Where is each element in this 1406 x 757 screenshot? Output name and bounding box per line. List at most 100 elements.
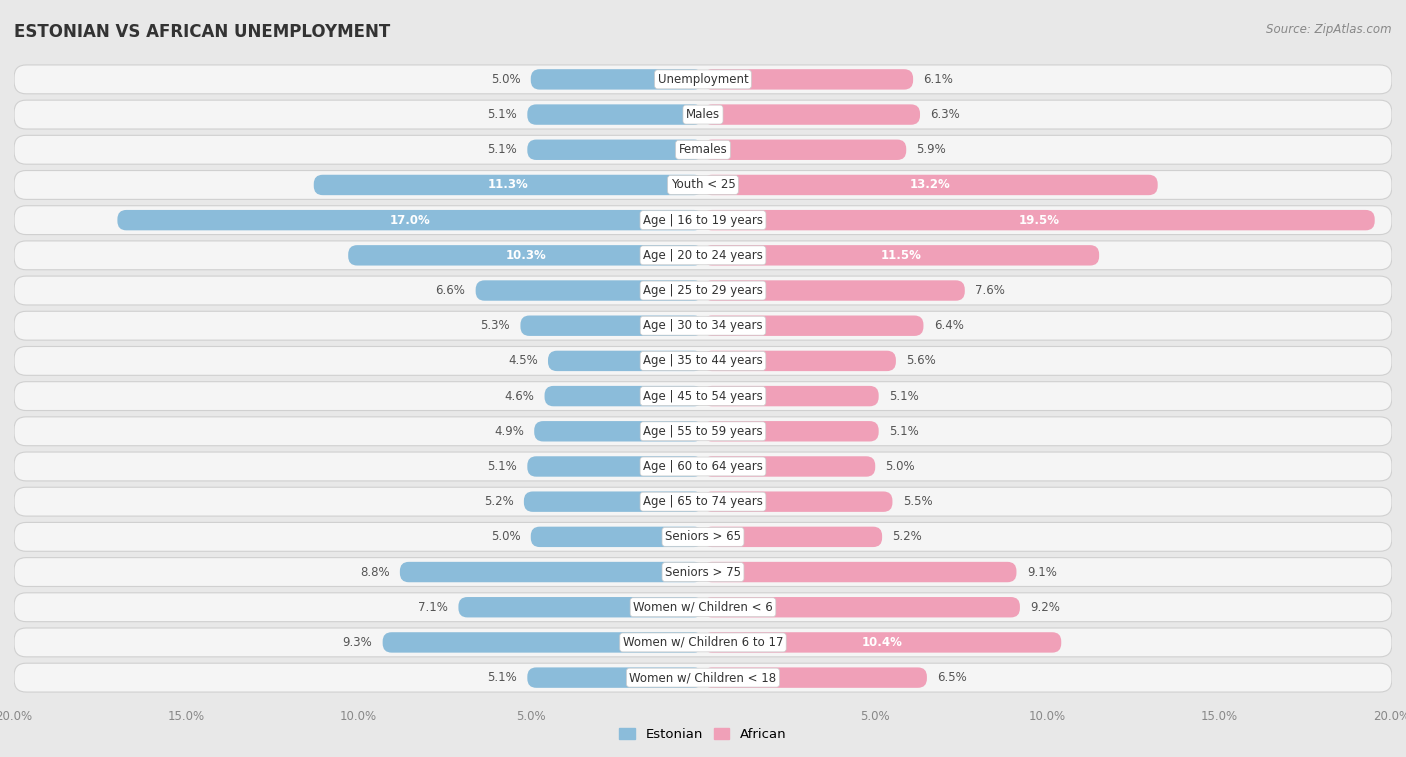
Text: 5.2%: 5.2% [893, 531, 922, 544]
FancyBboxPatch shape [527, 668, 703, 688]
FancyBboxPatch shape [703, 386, 879, 407]
Text: 10.3%: 10.3% [505, 249, 546, 262]
Text: 5.5%: 5.5% [903, 495, 932, 508]
Text: 5.3%: 5.3% [481, 319, 510, 332]
FancyBboxPatch shape [14, 136, 1392, 164]
FancyBboxPatch shape [475, 280, 703, 301]
FancyBboxPatch shape [14, 488, 1392, 516]
Text: 6.6%: 6.6% [436, 284, 465, 297]
Text: Age | 60 to 64 years: Age | 60 to 64 years [643, 460, 763, 473]
FancyBboxPatch shape [703, 632, 1062, 653]
FancyBboxPatch shape [14, 452, 1392, 481]
FancyBboxPatch shape [548, 350, 703, 371]
Text: 5.0%: 5.0% [886, 460, 915, 473]
Text: Seniors > 65: Seniors > 65 [665, 531, 741, 544]
Text: ESTONIAN VS AFRICAN UNEMPLOYMENT: ESTONIAN VS AFRICAN UNEMPLOYMENT [14, 23, 391, 41]
FancyBboxPatch shape [14, 65, 1392, 94]
FancyBboxPatch shape [703, 175, 1157, 195]
Text: 9.1%: 9.1% [1026, 565, 1057, 578]
FancyBboxPatch shape [524, 491, 703, 512]
FancyBboxPatch shape [703, 597, 1019, 618]
FancyBboxPatch shape [531, 527, 703, 547]
FancyBboxPatch shape [14, 663, 1392, 692]
Text: 5.1%: 5.1% [488, 108, 517, 121]
Legend: Estonian, African: Estonian, African [614, 723, 792, 746]
FancyBboxPatch shape [703, 245, 1099, 266]
Text: 17.0%: 17.0% [389, 213, 430, 226]
FancyBboxPatch shape [703, 421, 879, 441]
FancyBboxPatch shape [703, 527, 882, 547]
FancyBboxPatch shape [349, 245, 703, 266]
FancyBboxPatch shape [382, 632, 703, 653]
Text: 13.2%: 13.2% [910, 179, 950, 192]
Text: Women w/ Children < 18: Women w/ Children < 18 [630, 671, 776, 684]
FancyBboxPatch shape [703, 350, 896, 371]
FancyBboxPatch shape [14, 382, 1392, 410]
FancyBboxPatch shape [703, 69, 912, 89]
FancyBboxPatch shape [14, 311, 1392, 340]
Text: Males: Males [686, 108, 720, 121]
FancyBboxPatch shape [703, 280, 965, 301]
Text: 5.1%: 5.1% [488, 671, 517, 684]
FancyBboxPatch shape [14, 628, 1392, 657]
Text: 11.3%: 11.3% [488, 179, 529, 192]
Text: Age | 45 to 54 years: Age | 45 to 54 years [643, 390, 763, 403]
Text: 8.8%: 8.8% [360, 565, 389, 578]
Text: Women w/ Children 6 to 17: Women w/ Children 6 to 17 [623, 636, 783, 649]
Text: Age | 16 to 19 years: Age | 16 to 19 years [643, 213, 763, 226]
FancyBboxPatch shape [703, 316, 924, 336]
Text: 9.2%: 9.2% [1031, 601, 1060, 614]
Text: 4.9%: 4.9% [494, 425, 524, 438]
Text: 6.4%: 6.4% [934, 319, 963, 332]
Text: 4.5%: 4.5% [508, 354, 537, 367]
FancyBboxPatch shape [14, 170, 1392, 199]
Text: 5.0%: 5.0% [491, 73, 520, 86]
FancyBboxPatch shape [14, 417, 1392, 446]
FancyBboxPatch shape [117, 210, 703, 230]
FancyBboxPatch shape [458, 597, 703, 618]
Text: Source: ZipAtlas.com: Source: ZipAtlas.com [1267, 23, 1392, 36]
Text: 5.1%: 5.1% [488, 460, 517, 473]
Text: Age | 30 to 34 years: Age | 30 to 34 years [643, 319, 763, 332]
FancyBboxPatch shape [14, 558, 1392, 587]
Text: 5.1%: 5.1% [488, 143, 517, 156]
FancyBboxPatch shape [527, 139, 703, 160]
Text: Age | 20 to 24 years: Age | 20 to 24 years [643, 249, 763, 262]
Text: 4.6%: 4.6% [505, 390, 534, 403]
FancyBboxPatch shape [14, 241, 1392, 269]
Text: Age | 35 to 44 years: Age | 35 to 44 years [643, 354, 763, 367]
Text: 7.6%: 7.6% [976, 284, 1005, 297]
FancyBboxPatch shape [703, 210, 1375, 230]
FancyBboxPatch shape [14, 276, 1392, 305]
Text: 6.5%: 6.5% [938, 671, 967, 684]
FancyBboxPatch shape [314, 175, 703, 195]
FancyBboxPatch shape [14, 593, 1392, 621]
Text: 10.4%: 10.4% [862, 636, 903, 649]
Text: 7.1%: 7.1% [418, 601, 449, 614]
FancyBboxPatch shape [14, 100, 1392, 129]
Text: Seniors > 75: Seniors > 75 [665, 565, 741, 578]
FancyBboxPatch shape [703, 139, 907, 160]
FancyBboxPatch shape [399, 562, 703, 582]
FancyBboxPatch shape [544, 386, 703, 407]
Text: 5.9%: 5.9% [917, 143, 946, 156]
FancyBboxPatch shape [703, 104, 920, 125]
Text: Age | 55 to 59 years: Age | 55 to 59 years [643, 425, 763, 438]
Text: 5.1%: 5.1% [889, 390, 918, 403]
Text: Age | 65 to 74 years: Age | 65 to 74 years [643, 495, 763, 508]
Text: Women w/ Children < 6: Women w/ Children < 6 [633, 601, 773, 614]
Text: 6.3%: 6.3% [931, 108, 960, 121]
Text: 19.5%: 19.5% [1018, 213, 1059, 226]
Text: 11.5%: 11.5% [880, 249, 921, 262]
Text: 5.2%: 5.2% [484, 495, 513, 508]
FancyBboxPatch shape [703, 456, 875, 477]
Text: 6.1%: 6.1% [924, 73, 953, 86]
Text: Unemployment: Unemployment [658, 73, 748, 86]
FancyBboxPatch shape [527, 456, 703, 477]
Text: Age | 25 to 29 years: Age | 25 to 29 years [643, 284, 763, 297]
FancyBboxPatch shape [520, 316, 703, 336]
Text: Females: Females [679, 143, 727, 156]
FancyBboxPatch shape [527, 104, 703, 125]
Text: Youth < 25: Youth < 25 [671, 179, 735, 192]
FancyBboxPatch shape [14, 206, 1392, 235]
